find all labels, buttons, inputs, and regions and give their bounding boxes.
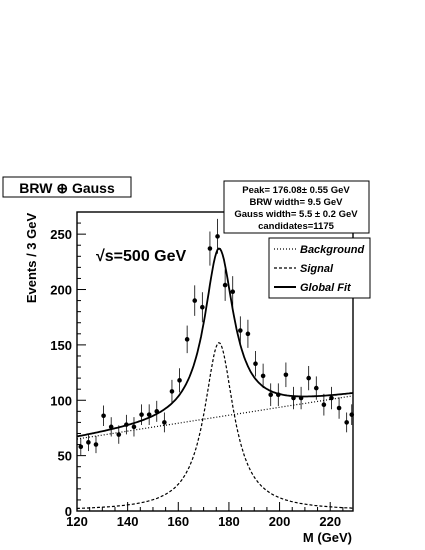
data-point bbox=[124, 422, 129, 427]
data-point bbox=[349, 412, 355, 417]
x-tick-label: 220 bbox=[319, 514, 341, 529]
global-fit-curve bbox=[76, 247, 354, 438]
y-tick-label: 100 bbox=[50, 393, 72, 408]
chart-title: BRW ⊕ Gauss bbox=[19, 180, 115, 196]
x-tick-label: 140 bbox=[117, 514, 139, 529]
data-point bbox=[200, 304, 205, 310]
data-point bbox=[321, 402, 327, 407]
data-point bbox=[276, 392, 281, 398]
stats-candidates: candidates=1175 bbox=[258, 221, 335, 232]
data-point bbox=[260, 373, 266, 379]
data-point bbox=[93, 442, 99, 447]
data-point bbox=[139, 412, 144, 417]
data-point bbox=[344, 420, 349, 425]
y-tick-label: 250 bbox=[50, 227, 72, 242]
data-point bbox=[313, 385, 319, 391]
data-point bbox=[116, 432, 122, 437]
title-box bbox=[2, 176, 132, 198]
data-point bbox=[306, 375, 311, 381]
x-axis-label: M (GeV) bbox=[303, 530, 352, 545]
legend-label-signal: Signal bbox=[300, 263, 334, 275]
data-point bbox=[298, 395, 304, 401]
plot-frame bbox=[76, 211, 354, 512]
x-tick-label: 200 bbox=[269, 514, 291, 529]
data-point bbox=[108, 424, 114, 430]
y-tick-label: 150 bbox=[50, 338, 72, 353]
x-tick-label: 180 bbox=[218, 514, 240, 529]
data-point bbox=[238, 328, 243, 333]
data-point bbox=[192, 298, 198, 303]
energy-annotation: √s=500 GeV bbox=[96, 248, 187, 265]
data-point bbox=[336, 405, 342, 411]
data-point bbox=[101, 413, 106, 419]
data-point bbox=[169, 389, 175, 394]
data-point bbox=[215, 234, 220, 239]
data-point bbox=[268, 392, 274, 398]
legend-label-global-fit: Global Fit bbox=[300, 282, 352, 294]
data-point bbox=[283, 372, 289, 378]
x-tick-label: 120 bbox=[66, 514, 88, 529]
y-tick-label: 200 bbox=[50, 283, 72, 298]
data-point bbox=[177, 378, 182, 383]
data-point bbox=[184, 337, 190, 342]
y-tick-label: 0 bbox=[65, 504, 72, 519]
data-point bbox=[78, 444, 84, 450]
data-point bbox=[131, 424, 137, 430]
y-tick-label: 50 bbox=[58, 449, 72, 464]
stats-gauss-width: Gauss width= 5.5 ± 0.2 GeV bbox=[234, 209, 358, 220]
signal-curve bbox=[77, 341, 353, 509]
data-point bbox=[230, 289, 236, 295]
data-point bbox=[291, 395, 296, 401]
y-axis-label: Events / 3 GeV bbox=[24, 213, 39, 304]
data-point bbox=[253, 361, 258, 367]
data-point bbox=[207, 246, 213, 251]
data-point bbox=[245, 331, 251, 337]
stats-peak: Peak= 176.08± 0.55 GeV bbox=[242, 185, 350, 196]
legend-label-background: Background bbox=[300, 244, 364, 256]
stats-box bbox=[223, 180, 370, 234]
data-point bbox=[329, 395, 334, 401]
data-point bbox=[146, 412, 152, 417]
x-tick-label: 160 bbox=[167, 514, 189, 529]
data-point bbox=[86, 440, 91, 445]
data-point bbox=[222, 282, 228, 288]
data-point bbox=[154, 409, 160, 414]
data-point bbox=[162, 420, 167, 425]
stats-brw-width: BRW width= 9.5 GeV bbox=[250, 197, 344, 208]
